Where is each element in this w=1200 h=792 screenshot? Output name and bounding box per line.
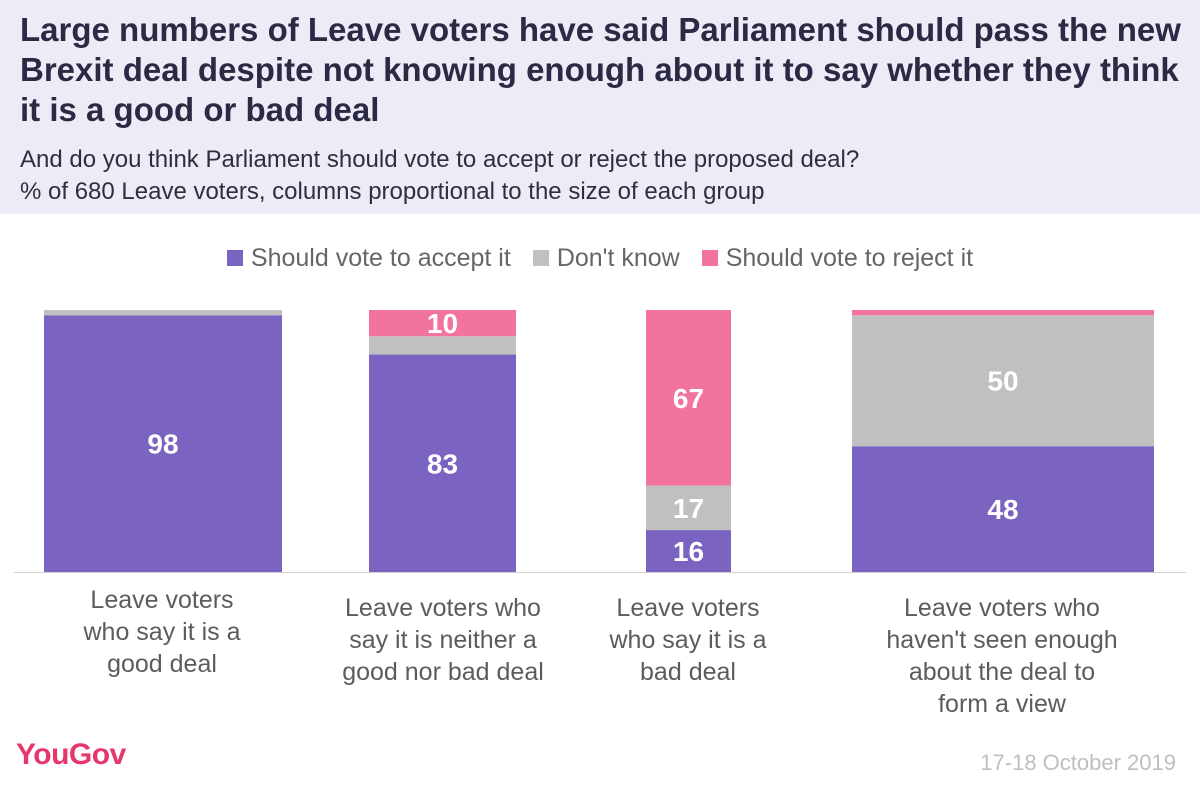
bar-dont-know-2 xyxy=(646,485,731,531)
chart-subtitle: And do you think Parliament should vote … xyxy=(20,144,1190,208)
bar-accept-1 xyxy=(369,354,516,572)
category-label-line: about the deal to xyxy=(908,658,1096,686)
legend-label-dont-know: Don't know xyxy=(556,243,680,272)
bar-reject-3 xyxy=(852,310,1154,316)
legend-label-accept: Should vote to accept it xyxy=(250,243,511,272)
data-label-reject-1: 10 xyxy=(427,308,458,339)
bar-reject-1 xyxy=(369,310,516,337)
category-label-line: Leave voters who xyxy=(904,594,1100,622)
legend-item-reject: Should vote to reject it xyxy=(701,243,974,273)
data-label-dont-know-3: 50 xyxy=(987,366,1018,397)
data-label-dont-know-2: 17 xyxy=(673,493,704,524)
subtitle-base: % of 680 Leave voters, columns proportio… xyxy=(20,178,765,205)
bar-reject-2 xyxy=(646,310,731,486)
data-label-accept-2: 16 xyxy=(673,536,704,567)
category-label-line: who say it is a xyxy=(83,618,241,646)
legend-swatch-accept xyxy=(226,250,243,266)
category-label-line: good deal xyxy=(107,650,217,678)
legend: Should vote to accept it Don't know Shou… xyxy=(0,240,1200,276)
legend-label-reject: Should vote to reject it xyxy=(725,243,974,272)
category-label-line: good nor bad deal xyxy=(342,658,544,686)
data-label-accept-3: 48 xyxy=(987,494,1018,525)
data-label-accept-1: 83 xyxy=(427,448,458,479)
legend-item-dont-know: Don't know xyxy=(532,243,680,273)
category-label-not-seen-enough: Leave voters who haven't seen enough abo… xyxy=(852,592,1152,720)
category-label-line: form a view xyxy=(938,690,1066,718)
category-label-line: Leave voters who xyxy=(345,594,541,622)
bar-accept-3 xyxy=(852,446,1154,572)
legend-item-accept: Should vote to accept it xyxy=(226,243,511,273)
category-label-line: haven't seen enough xyxy=(886,626,1118,654)
category-label-line: Leave voters xyxy=(616,594,760,622)
category-label-bad-deal: Leave voters who say it is a bad deal xyxy=(578,592,798,688)
subtitle-question: And do you think Parliament should vote … xyxy=(20,146,860,173)
stacked-column-chart: 98 83 10 16 17 67 48 50 xyxy=(14,308,1186,573)
data-label-reject-2: 67 xyxy=(673,383,704,414)
data-label-accept-0: 98 xyxy=(147,429,178,460)
category-label-good-deal: Leave voters who say it is a good deal xyxy=(32,584,292,680)
category-label-line: who say it is a xyxy=(609,626,767,654)
fieldwork-date: 17-18 October 2019 xyxy=(980,750,1176,775)
chart-title: Large numbers of Leave voters have said … xyxy=(20,11,1181,128)
category-label-neither: Leave voters who say it is neither a goo… xyxy=(310,592,576,688)
yougov-logo: YouGov xyxy=(16,738,126,771)
bar-accept-0 xyxy=(44,315,282,572)
bar-dont-know-1 xyxy=(369,336,516,355)
legend-swatch-dont-know xyxy=(532,250,549,266)
legend-swatch-reject xyxy=(701,250,718,266)
bar-dont-know-0 xyxy=(44,310,282,316)
category-label-line: say it is neither a xyxy=(349,626,537,654)
bar-dont-know-3 xyxy=(852,315,1154,447)
bar-accept-2 xyxy=(646,530,731,572)
category-label-line: bad deal xyxy=(640,658,736,686)
category-label-line: Leave voters xyxy=(90,586,234,614)
header-panel: Large numbers of Leave voters have said … xyxy=(0,0,1200,214)
